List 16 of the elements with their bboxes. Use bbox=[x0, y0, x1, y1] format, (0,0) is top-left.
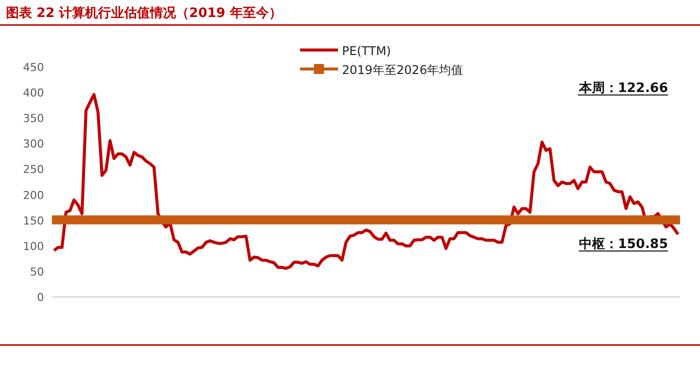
y-tick-label: 400 bbox=[23, 86, 44, 100]
y-tick-label: 450 bbox=[23, 61, 44, 74]
legend-label: PE(TTM) bbox=[342, 44, 391, 58]
y-tick-label: 100 bbox=[23, 240, 44, 253]
annotation: 中枢：150.85 bbox=[578, 237, 668, 252]
annotation: 本周：122.66 bbox=[578, 81, 668, 96]
y-tick-label: 350 bbox=[23, 112, 44, 126]
y-tick-label: 200 bbox=[23, 188, 44, 202]
y-tick-label: 50 bbox=[30, 265, 44, 278]
legend-label: 2019年至2026年均值 bbox=[342, 63, 464, 77]
line-series bbox=[52, 93, 680, 270]
y-tick-label: 250 bbox=[23, 163, 44, 176]
y-tick-label: 300 bbox=[23, 138, 44, 151]
y-tick-label: 150 bbox=[23, 214, 44, 228]
chart-title: 图表 22 计算机行业估值情况（2019 年至今） bbox=[6, 6, 282, 21]
y-tick-label: 0 bbox=[37, 291, 44, 304]
